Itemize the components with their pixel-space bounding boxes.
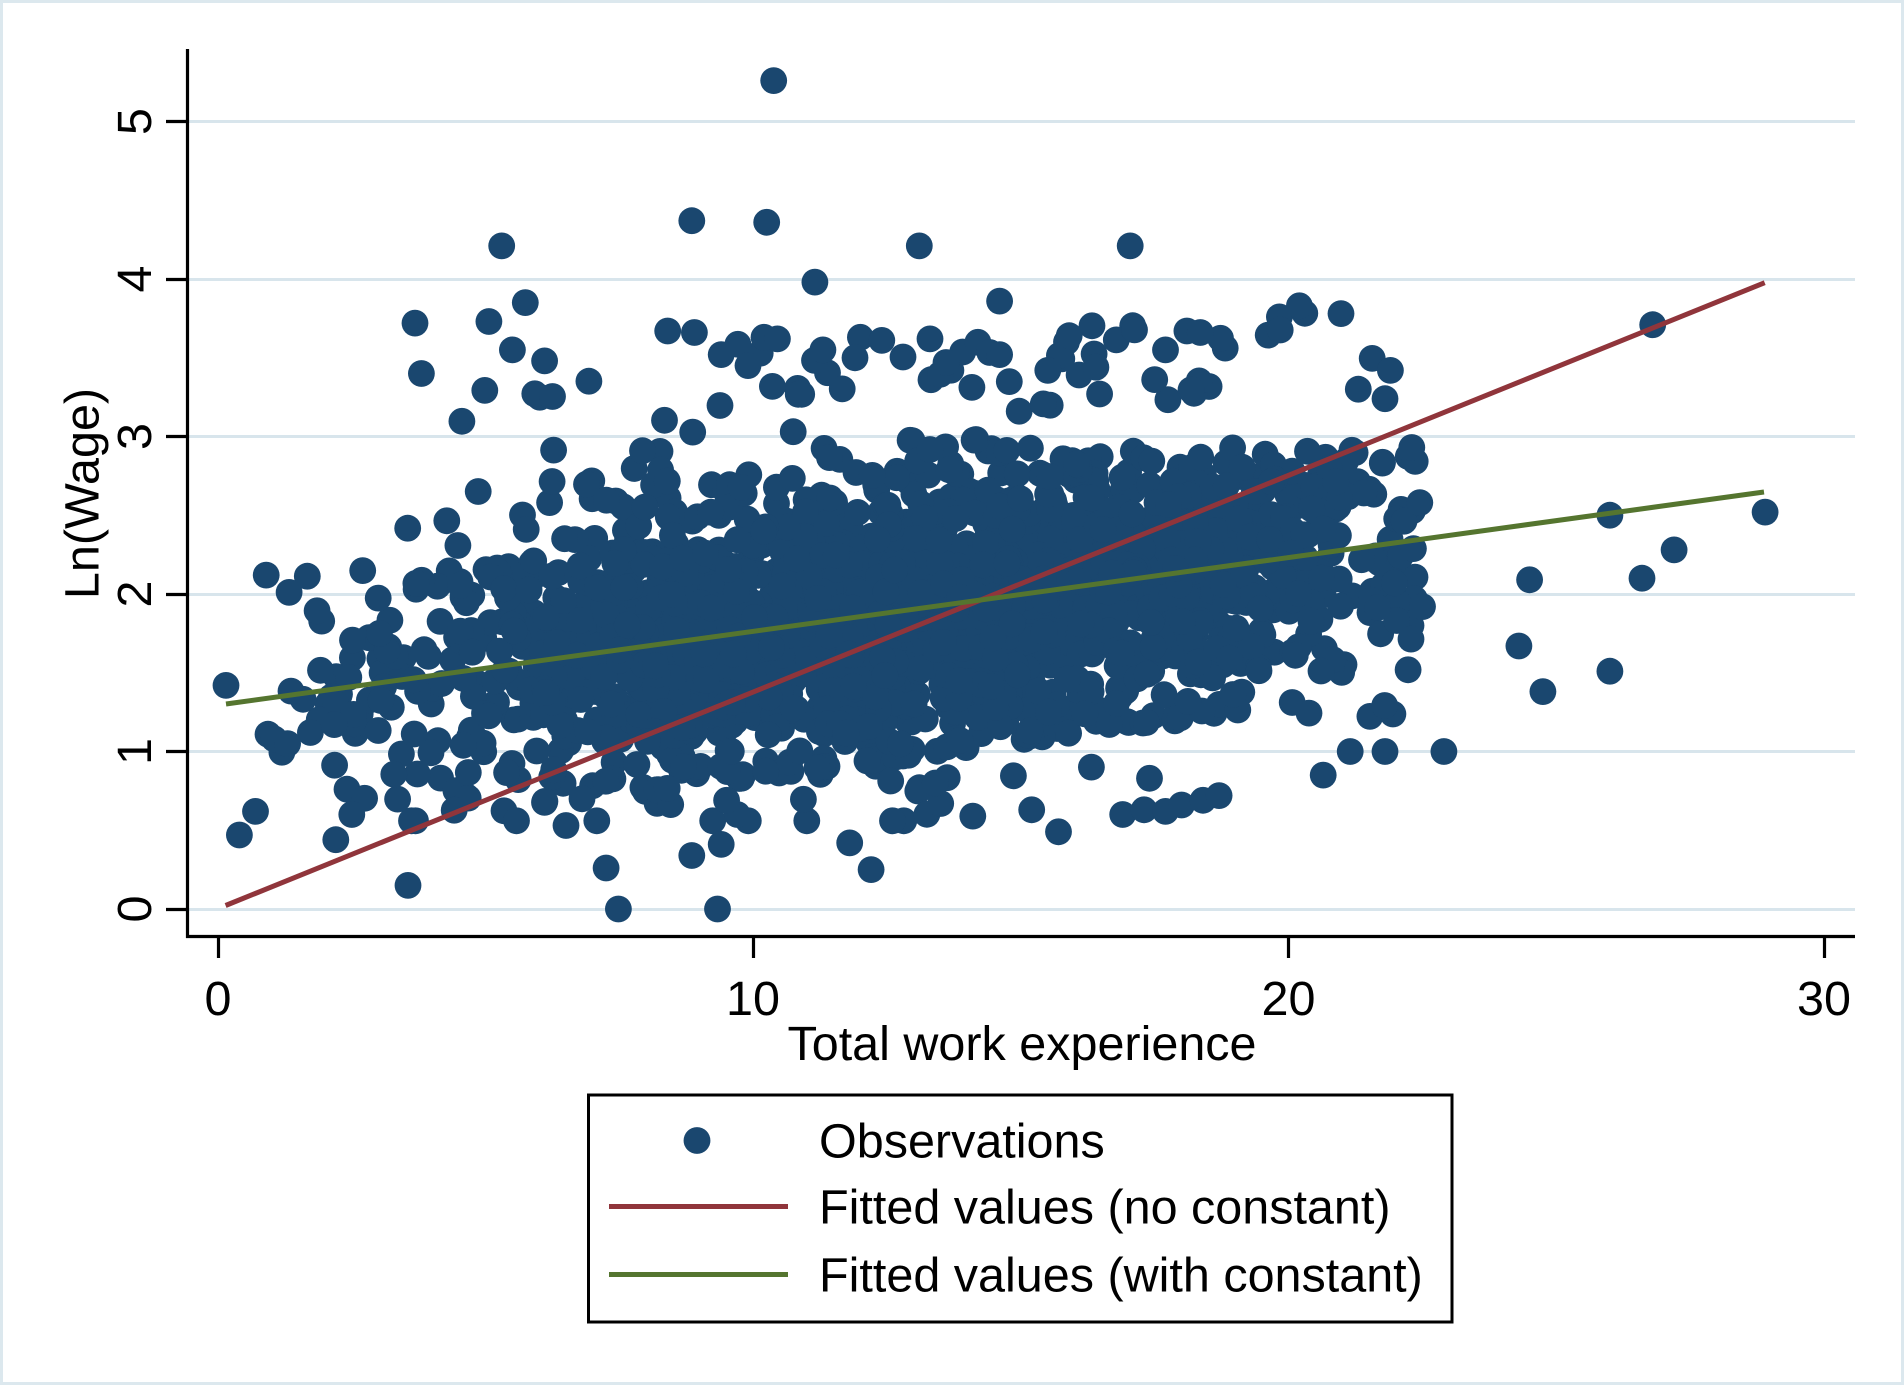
svg-text:Ln(Wage): Ln(Wage) bbox=[56, 388, 110, 599]
svg-text:Fitted values (no constant): Fitted values (no constant) bbox=[819, 1181, 1391, 1235]
svg-text:Total work experience: Total work experience bbox=[787, 1017, 1256, 1071]
svg-text:30: 30 bbox=[1797, 972, 1851, 1026]
svg-text:3: 3 bbox=[108, 423, 162, 450]
svg-text:5: 5 bbox=[108, 108, 162, 135]
svg-text:0: 0 bbox=[108, 896, 162, 923]
svg-text:20: 20 bbox=[1262, 972, 1316, 1026]
svg-text:Observations: Observations bbox=[819, 1115, 1105, 1169]
svg-text:2: 2 bbox=[108, 581, 162, 608]
svg-text:1: 1 bbox=[108, 738, 162, 765]
svg-text:10: 10 bbox=[726, 972, 780, 1026]
svg-text:Fitted values (with constant): Fitted values (with constant) bbox=[819, 1249, 1423, 1303]
svg-text:0: 0 bbox=[205, 972, 232, 1026]
svg-text:4: 4 bbox=[108, 266, 162, 293]
